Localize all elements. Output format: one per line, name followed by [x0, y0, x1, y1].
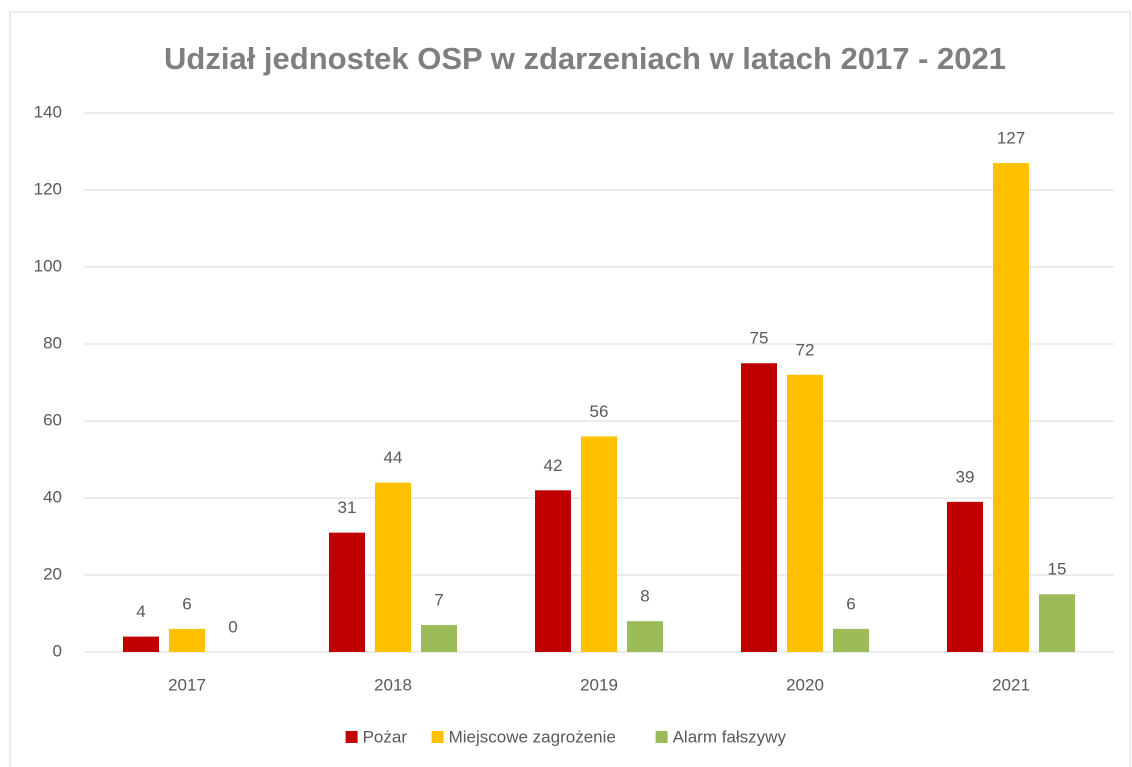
y-tick-label: 0: [53, 641, 62, 660]
data-label: 0: [228, 617, 237, 636]
data-label: 8: [640, 587, 649, 606]
bar: [741, 363, 777, 652]
data-label: 44: [384, 448, 403, 467]
bar: [833, 628, 869, 652]
y-tick-label: 40: [43, 487, 62, 506]
bar: [329, 532, 365, 652]
bar: [581, 436, 617, 652]
chart-border: [9, 11, 1131, 767]
data-label: 15: [1048, 560, 1067, 579]
data-label: 6: [182, 594, 191, 613]
bar: [375, 482, 411, 652]
legend-swatch: [655, 731, 668, 743]
bar: [169, 628, 205, 652]
y-tick-label: 100: [34, 256, 62, 275]
bar: [123, 636, 159, 652]
data-label: 127: [997, 129, 1025, 148]
data-label: 4: [136, 602, 145, 621]
x-tick-label: 2020: [786, 675, 824, 694]
data-label: 31: [338, 498, 357, 517]
data-label: 42: [544, 456, 563, 475]
data-label: 6: [846, 594, 855, 613]
bar: [947, 501, 983, 652]
legend-label: Alarm fałszywy: [673, 727, 787, 746]
y-tick-label: 20: [43, 564, 62, 583]
bar: [535, 490, 571, 652]
legend-label: Miejscowe zagrożenie: [449, 727, 616, 746]
y-tick-label: 60: [43, 410, 62, 429]
x-tick-label: 2021: [992, 675, 1030, 694]
x-tick-label: 2019: [580, 675, 618, 694]
bar: [993, 163, 1029, 653]
y-tick-label: 80: [43, 333, 62, 352]
data-label: 56: [590, 402, 609, 421]
x-tick-label: 2018: [374, 675, 412, 694]
chart-title: Udział jednostek OSP w zdarzeniach w lat…: [164, 41, 1006, 76]
data-label: 75: [750, 329, 769, 348]
bar: [787, 374, 823, 652]
y-tick-label: 120: [34, 179, 62, 198]
bar: [1039, 594, 1075, 652]
legend-swatch: [431, 731, 444, 743]
legend-swatch: [345, 731, 358, 743]
bar: [627, 621, 663, 652]
data-label: 72: [796, 340, 815, 359]
data-label: 7: [434, 591, 443, 610]
bar: [421, 625, 457, 652]
data-label: 39: [956, 467, 975, 486]
legend-label: Pożar: [363, 727, 408, 746]
x-tick-label: 2017: [168, 675, 206, 694]
y-tick-label: 140: [34, 102, 62, 121]
